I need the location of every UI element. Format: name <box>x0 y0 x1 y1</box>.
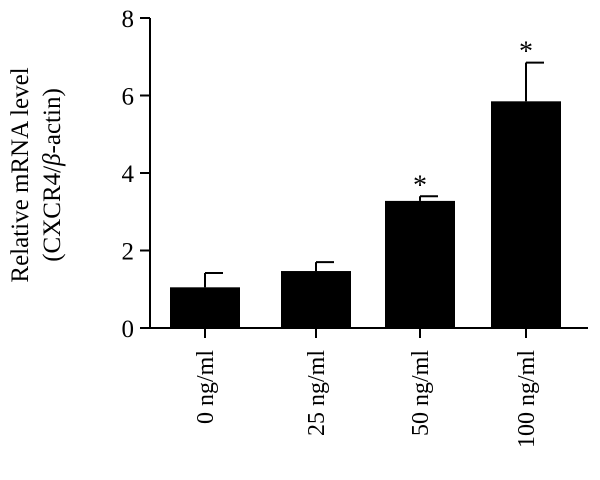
significance-marker: * <box>413 170 427 201</box>
x-category-label: 25 ng/ml <box>304 350 330 436</box>
x-category-label: 0 ng/ml <box>193 350 219 424</box>
error-bar <box>204 271 223 288</box>
y-tick-label: 8 <box>122 6 135 33</box>
y-axis: 0 2 4 6 8 <box>122 6 151 343</box>
y-axis-title: Relative mRNA level (CXCR4/β-actin) <box>7 67 66 282</box>
x-axis: 0 ng/ml 25 ng/ml 50 ng/ml 100 ng/ml <box>150 327 588 448</box>
error-bar <box>525 61 544 102</box>
error-bar <box>315 261 334 272</box>
x-category-label: 100 ng/ml <box>514 350 540 448</box>
y-axis-title-line2: (CXCR4/β-actin) <box>39 88 66 262</box>
y-axis-title-prefix: (CXCR4/ <box>39 166 66 262</box>
y-tick-label: 6 <box>122 84 135 111</box>
y-tick-label: 2 <box>122 239 135 266</box>
y-axis-title-symbol: β <box>39 153 66 167</box>
bar <box>170 287 240 328</box>
y-axis-title-suffix: -actin) <box>39 88 66 153</box>
y-tick-label: 0 <box>122 316 135 343</box>
y-tick-label: 4 <box>122 161 135 188</box>
bar-series: ** <box>170 37 561 328</box>
bar <box>281 271 351 328</box>
bar <box>385 200 455 328</box>
x-category-label: 50 ng/ml <box>408 350 434 436</box>
error-bar <box>419 195 438 201</box>
y-axis-title-line1: Relative mRNA level <box>7 67 34 282</box>
bar <box>491 101 561 328</box>
significance-marker: * <box>519 37 533 68</box>
